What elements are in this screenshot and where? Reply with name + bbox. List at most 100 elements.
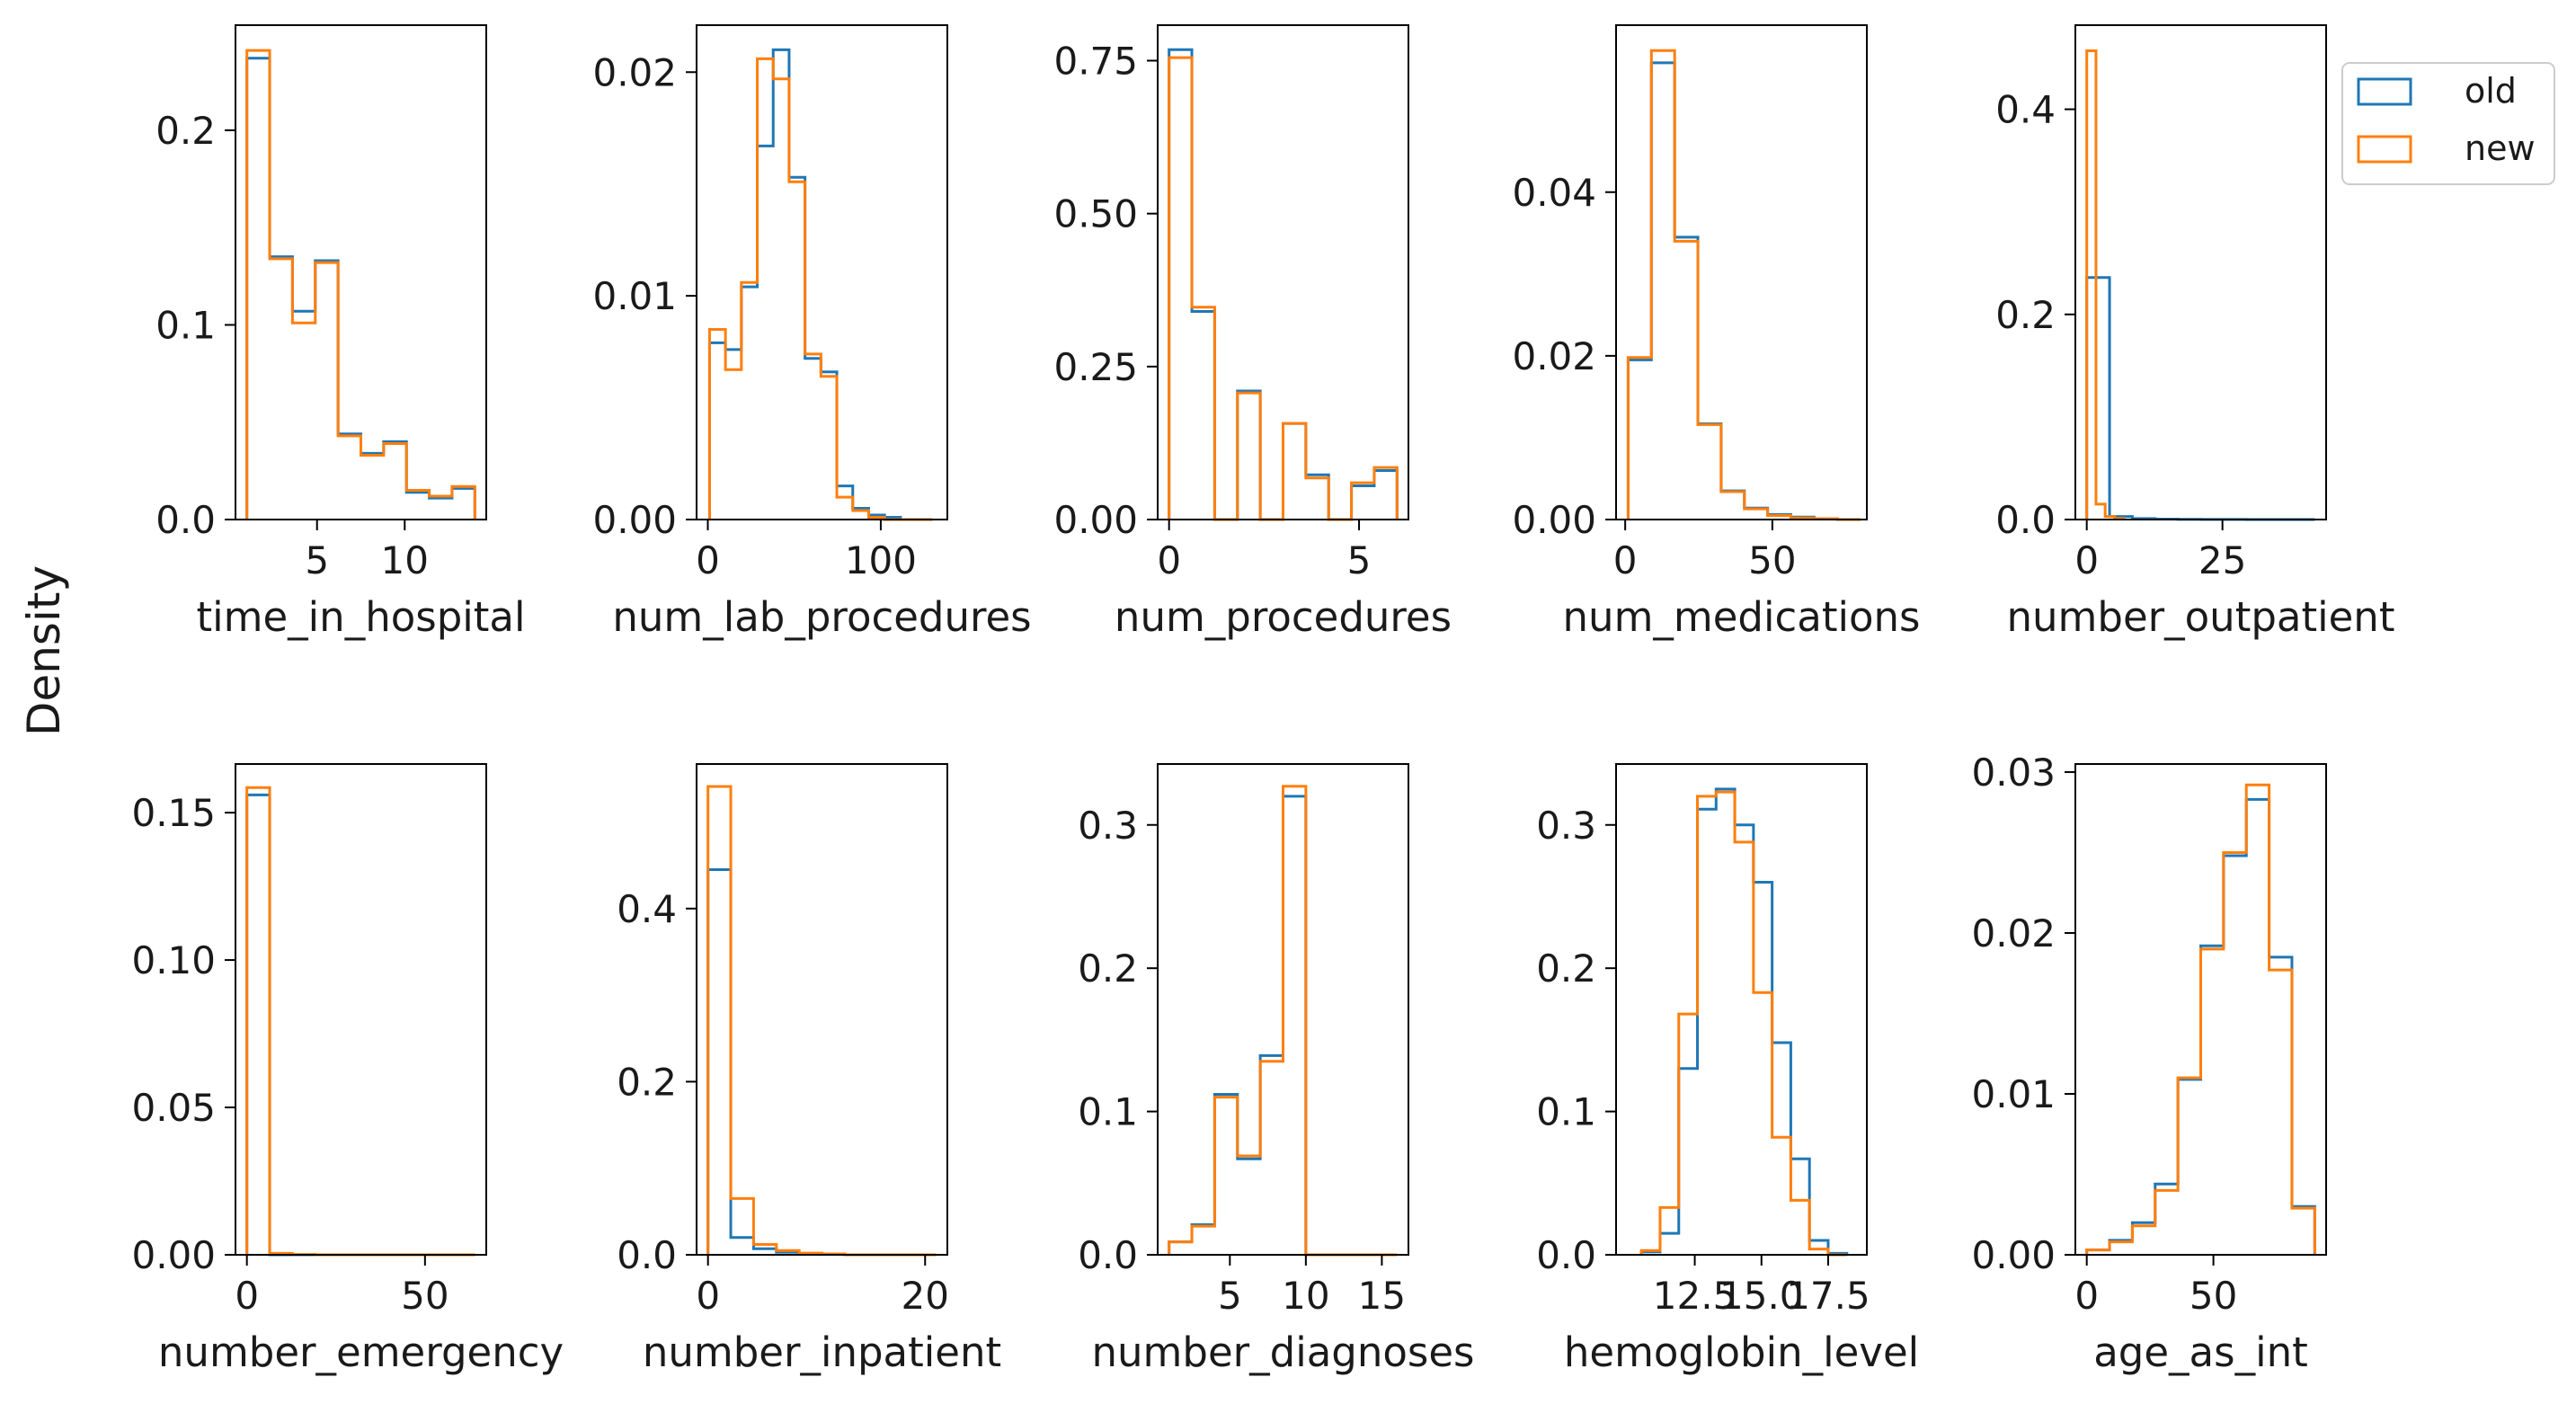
y-tick-label: 0.1 (1536, 1090, 1596, 1134)
x-axis-label: hemoglobin_level (1564, 1328, 1919, 1376)
x-axis-label: number_emergency (158, 1328, 564, 1376)
x-tick-label: 5 (1347, 538, 1372, 582)
x-tick-label: 50 (2190, 1274, 2237, 1318)
y-tick-label: 0.3 (1536, 804, 1596, 848)
axes-frame (235, 24, 487, 520)
x-axis-label: time_in_hospital (197, 593, 526, 641)
x-axis-label: number_outpatient (2007, 593, 2395, 641)
histogram-series-new (1639, 790, 1847, 1257)
axes-frame (2074, 763, 2327, 1256)
histogram-series-new (245, 49, 476, 520)
subplot-number-inpatient: 0.0 0.2 0.4 0 20 number_inpatient (617, 763, 1001, 1376)
subplot-num-lab-procedures: 0.00 0.01 0.02 0 100 num_lab_procedures (592, 24, 1032, 641)
legend: old new (2341, 62, 2555, 185)
x-tick-label: 0 (696, 538, 720, 582)
axes-frame (696, 763, 948, 1256)
legend-frame (2341, 62, 2555, 185)
y-tick-label: 0.25 (1053, 345, 1138, 389)
y-tick-label: 0.0 (1995, 498, 2056, 542)
y-tick-label: 0.00 (592, 498, 677, 542)
subplot-time-in-hospital: 0.0 0.1 0.2 5 10 time_in_hospital (155, 24, 526, 641)
subplot-grid: 0.00.10.25 10time_in_hospital0.000.010.02… (131, 24, 2395, 1376)
subplot-hemoglobin-level: 0.0 0.1 0.2 0.3 12.515.017.5 hemoglobin_level (1536, 763, 1919, 1376)
y-tick-label: 0.1 (1078, 1090, 1138, 1134)
y-tick-label: 0.2 (1078, 946, 1138, 991)
x-tick-label: 5 (1218, 1274, 1242, 1318)
y-tick-label: 0.4 (617, 887, 677, 931)
y-tick-label: 0.2 (1536, 946, 1596, 991)
x-tick-label: 50 (401, 1274, 449, 1318)
x-tick-label: 20 (902, 1274, 949, 1318)
x-tick-label: 15.0 (1719, 1274, 1804, 1318)
axes-frame (1615, 763, 1868, 1256)
x-tick-label: 0 (2074, 1274, 2099, 1318)
x-axis-label: age_as_int (2093, 1328, 2308, 1376)
x-tick-label: 50 (1748, 538, 1796, 582)
x-tick-label: 25 (2198, 538, 2246, 582)
subplot-number-outpatient: 0.0 0.2 0.4 0 25 number_outpatient (1995, 24, 2395, 641)
y-tick-label: 0.02 (592, 50, 677, 94)
y-tick-label: 0.0 (1536, 1233, 1596, 1277)
y-tick-label: 0.50 (1053, 192, 1138, 236)
y-tick-label: 0.00 (1053, 498, 1138, 542)
subplot-number-diagnoses: 0.0 0.1 0.2 0.3 5 10 15 number_diagnoses (1078, 763, 1475, 1376)
x-axis-label: num_medications (1563, 593, 1921, 641)
y-tick-label: 0.3 (1078, 804, 1138, 848)
x-tick-label: 0 (2074, 538, 2099, 582)
figure-ylabel: Density (18, 565, 70, 736)
axes-frame (1615, 24, 1868, 520)
x-tick-label: 0 (696, 1274, 720, 1318)
y-tick-label: 0.1 (155, 303, 216, 347)
y-tick-label: 0.01 (592, 274, 677, 318)
y-tick-label: 0.2 (155, 109, 216, 153)
y-tick-label: 0.00 (1512, 498, 1596, 542)
histogram-series-new (2085, 49, 2126, 520)
x-axis-label: num_procedures (1115, 593, 1452, 641)
histogram-series-old (1639, 787, 1849, 1255)
axes-frame (696, 24, 948, 520)
x-tick-label: 0 (235, 1274, 259, 1318)
histogram-series-new (1168, 56, 1399, 521)
histogram-series-new (1626, 49, 1861, 521)
x-tick-label: 17.5 (1786, 1274, 1870, 1318)
y-tick-label: 0.00 (1971, 1233, 2056, 1277)
x-tick-label: 100 (845, 538, 917, 582)
y-tick-label: 0.02 (1971, 911, 2056, 955)
axes-frame (1157, 763, 1409, 1256)
y-tick-label: 0.4 (1995, 88, 2056, 132)
legend-label-old: old (2465, 71, 2517, 111)
y-tick-label: 0.10 (131, 938, 216, 982)
axes-frame (235, 763, 487, 1256)
histogram-series-new (707, 57, 933, 521)
x-tick-label: 0 (1157, 538, 1181, 582)
subplot-number-emergency: 0.00 0.05 0.10 0.15 0 50 number_emergency (131, 763, 564, 1376)
y-tick-label: 0.00 (131, 1233, 216, 1277)
legend-label-new: new (2465, 129, 2536, 168)
subplot-age-as-int: 0.00 0.01 0.02 0.03 0 50 age_as_int (1971, 751, 2327, 1376)
x-axis-label: number_diagnoses (1092, 1328, 1475, 1376)
x-tick-label: 12.5 (1653, 1274, 1737, 1318)
x-tick-label: 10 (1282, 1274, 1329, 1318)
y-tick-label: 0.75 (1053, 39, 1138, 83)
y-tick-label: 0.0 (155, 498, 216, 542)
y-tick-label: 0.03 (1971, 751, 2056, 795)
legend-swatch-old (2357, 77, 2412, 106)
axes-frame (2074, 24, 2327, 520)
x-tick-label: 0 (1613, 538, 1638, 582)
y-tick-label: 0.2 (617, 1060, 677, 1104)
y-tick-label: 0.0 (1078, 1233, 1138, 1277)
subplot-num-procedures: 0.00 0.25 0.50 0.75 0 5 num_procedures (1053, 24, 1452, 641)
x-axis-label: number_inpatient (643, 1328, 1001, 1376)
y-tick-label: 0.02 (1512, 334, 1596, 378)
y-tick-label: 0.2 (1995, 293, 2056, 337)
y-tick-label: 0.01 (1971, 1072, 2056, 1116)
y-tick-label: 0.0 (617, 1233, 677, 1277)
x-axis-label: num_lab_procedures (612, 593, 1031, 641)
subplot-num-medications: 0.00 0.02 0.04 0 50 num_medications (1512, 24, 1921, 641)
y-tick-label: 0.15 (131, 791, 216, 835)
x-tick-label: 10 (381, 538, 429, 582)
axes-frame (1157, 24, 1409, 520)
legend-swatch-new (2357, 135, 2412, 164)
